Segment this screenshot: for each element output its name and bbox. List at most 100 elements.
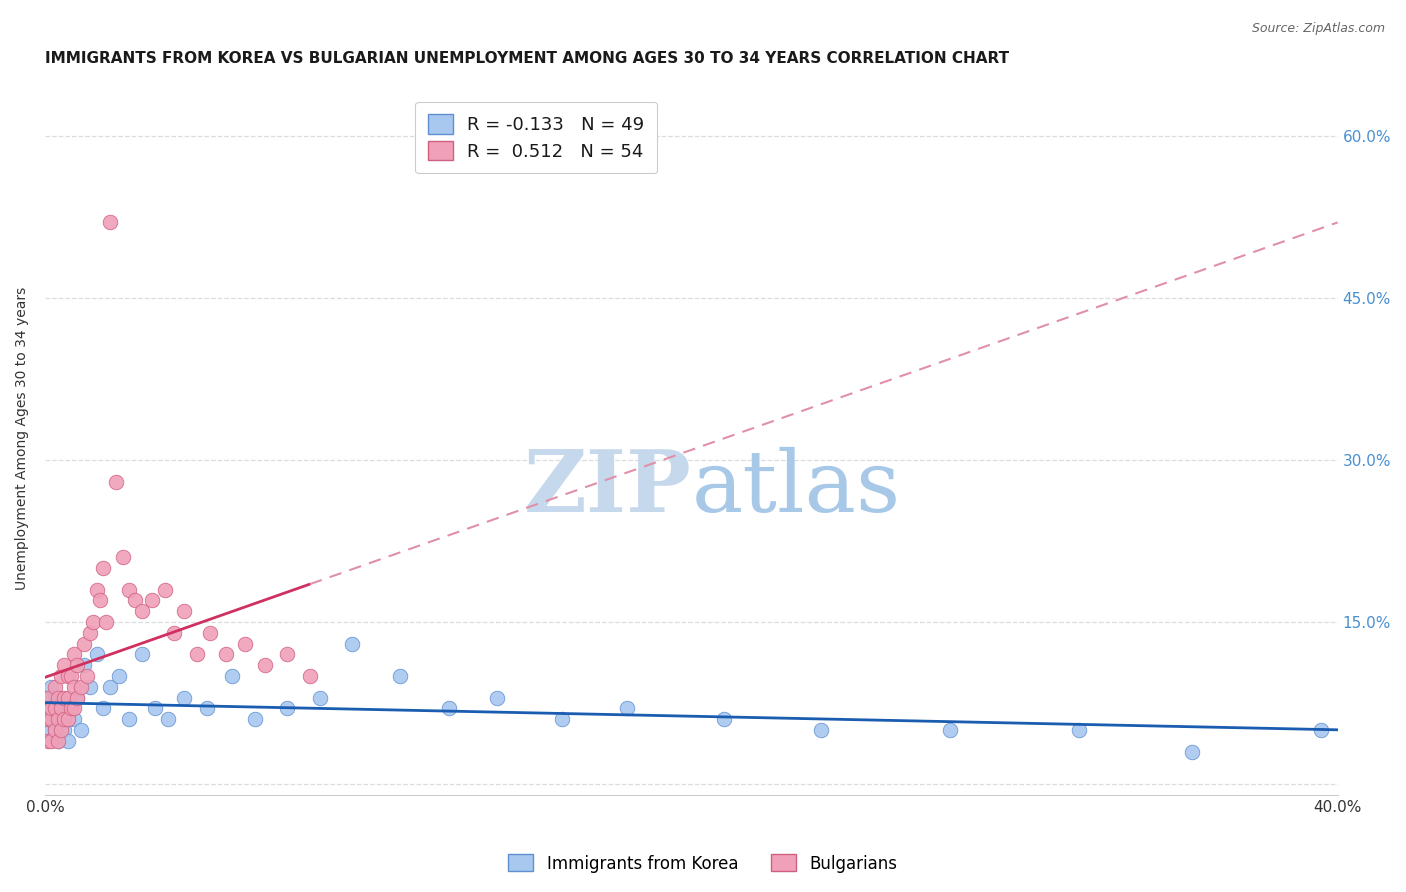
Text: atlas: atlas xyxy=(692,447,900,530)
Point xyxy=(53,658,76,673)
Point xyxy=(59,669,82,683)
Point xyxy=(1069,723,1091,737)
Point xyxy=(76,669,98,683)
Point xyxy=(41,680,63,694)
Point xyxy=(59,701,82,715)
Point xyxy=(96,615,118,629)
Point xyxy=(156,712,179,726)
Point xyxy=(49,712,72,726)
Legend: Immigrants from Korea, Bulgarians: Immigrants from Korea, Bulgarians xyxy=(502,847,904,880)
Point xyxy=(198,625,221,640)
Point xyxy=(59,701,82,715)
Legend: R = -0.133   N = 49, R =  0.512   N = 54: R = -0.133 N = 49, R = 0.512 N = 54 xyxy=(415,102,657,173)
Point xyxy=(173,690,195,705)
Point xyxy=(233,636,256,650)
Point xyxy=(37,690,59,705)
Point xyxy=(53,701,76,715)
Point xyxy=(82,615,104,629)
Point xyxy=(308,690,330,705)
Point xyxy=(49,723,72,737)
Point xyxy=(437,701,460,715)
Point xyxy=(49,723,72,737)
Point xyxy=(551,712,574,726)
Point xyxy=(56,669,79,683)
Point xyxy=(105,475,128,489)
Point xyxy=(86,582,108,597)
Point xyxy=(243,712,266,726)
Point xyxy=(153,582,176,597)
Point xyxy=(186,648,208,662)
Point xyxy=(63,701,86,715)
Text: Source: ZipAtlas.com: Source: ZipAtlas.com xyxy=(1251,22,1385,36)
Point xyxy=(195,701,218,715)
Point xyxy=(276,701,298,715)
Point xyxy=(389,669,412,683)
Point xyxy=(53,690,76,705)
Point xyxy=(108,669,131,683)
Point xyxy=(41,712,63,726)
Point xyxy=(98,680,121,694)
Point xyxy=(79,625,101,640)
Point xyxy=(253,658,276,673)
Point xyxy=(44,680,66,694)
Point xyxy=(118,712,141,726)
Text: ZIP: ZIP xyxy=(523,446,692,530)
Point xyxy=(37,712,59,726)
Point xyxy=(215,648,238,662)
Point xyxy=(37,690,59,705)
Point xyxy=(86,648,108,662)
Point xyxy=(939,723,962,737)
Point xyxy=(53,712,76,726)
Point xyxy=(56,733,79,747)
Point xyxy=(66,658,89,673)
Point xyxy=(46,733,69,747)
Point xyxy=(44,723,66,737)
Point xyxy=(66,690,89,705)
Point xyxy=(41,701,63,715)
Point xyxy=(56,712,79,726)
Point xyxy=(91,701,114,715)
Point xyxy=(56,712,79,726)
Point xyxy=(44,723,66,737)
Point xyxy=(46,701,69,715)
Point xyxy=(276,648,298,662)
Point xyxy=(41,723,63,737)
Point xyxy=(486,690,509,705)
Point xyxy=(131,604,153,618)
Y-axis label: Unemployment Among Ages 30 to 34 years: Unemployment Among Ages 30 to 34 years xyxy=(15,287,30,590)
Point xyxy=(44,701,66,715)
Point xyxy=(340,636,363,650)
Point xyxy=(49,701,72,715)
Point xyxy=(56,690,79,705)
Point xyxy=(44,690,66,705)
Point xyxy=(63,712,86,726)
Text: IMMIGRANTS FROM KOREA VS BULGARIAN UNEMPLOYMENT AMONG AGES 30 TO 34 YEARS CORREL: IMMIGRANTS FROM KOREA VS BULGARIAN UNEMP… xyxy=(45,51,1010,66)
Point xyxy=(69,680,91,694)
Point xyxy=(124,593,146,607)
Point xyxy=(79,680,101,694)
Point xyxy=(163,625,186,640)
Point xyxy=(49,669,72,683)
Point xyxy=(46,690,69,705)
Point xyxy=(173,604,195,618)
Point xyxy=(118,582,141,597)
Point xyxy=(41,733,63,747)
Point xyxy=(49,690,72,705)
Point xyxy=(298,669,321,683)
Point xyxy=(89,593,111,607)
Point xyxy=(1181,745,1204,759)
Point xyxy=(73,658,96,673)
Point xyxy=(41,701,63,715)
Point xyxy=(73,636,96,650)
Point xyxy=(98,215,121,229)
Point xyxy=(713,712,735,726)
Point xyxy=(810,723,832,737)
Point xyxy=(46,733,69,747)
Point xyxy=(37,733,59,747)
Point xyxy=(37,712,59,726)
Point xyxy=(143,701,166,715)
Point xyxy=(141,593,163,607)
Point xyxy=(66,690,89,705)
Point xyxy=(46,712,69,726)
Point xyxy=(44,701,66,715)
